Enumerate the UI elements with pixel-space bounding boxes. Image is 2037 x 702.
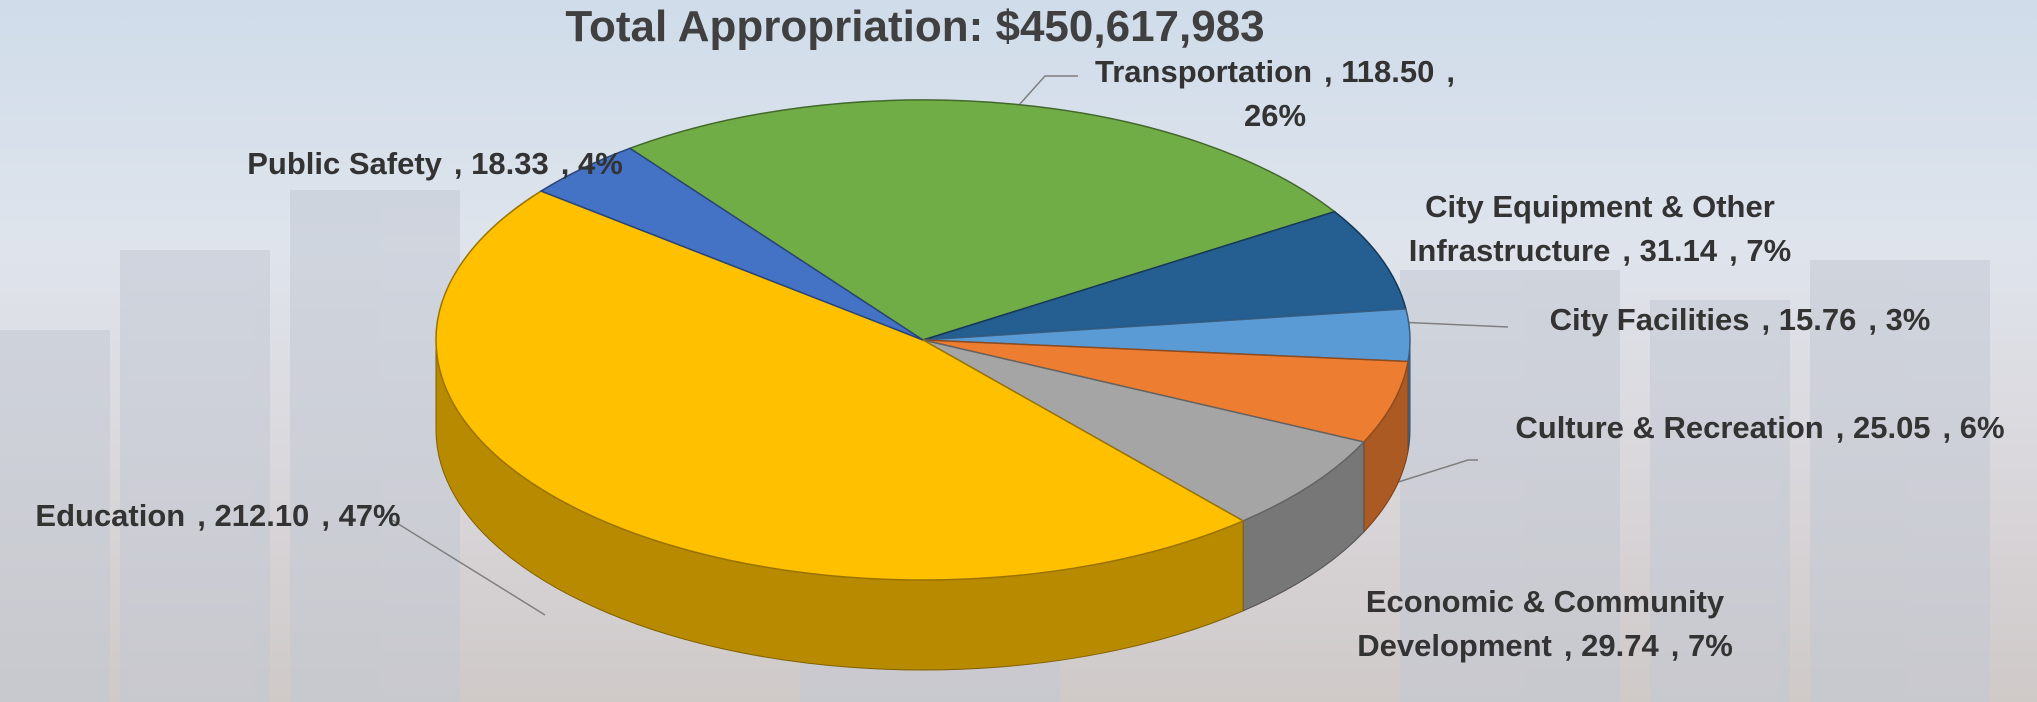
- separator: ,: [1446, 54, 1455, 89]
- chart-title: Total Appropriation: $450,617,983: [565, 2, 1265, 51]
- category-name: Education: [35, 498, 186, 533]
- separator: ,: [1670, 628, 1680, 663]
- data-label: Transportation, 118.50, 26%: [1075, 50, 1475, 138]
- separator: ,: [1761, 302, 1771, 337]
- pie-slice: [922, 210, 1407, 341]
- percent-label: 6%: [1959, 410, 2005, 445]
- separator: ,: [1835, 410, 1845, 445]
- percent-label: 7%: [1687, 628, 1733, 663]
- data-label: Economic & Community Development, 29.74,…: [1335, 580, 1755, 668]
- separator: ,: [1942, 410, 1952, 445]
- category-name: Transportation: [1095, 54, 1313, 89]
- category-name: Economic & Community Development: [1357, 584, 1725, 663]
- data-label: Culture & Recreation, 25.05, 6%: [1490, 406, 2030, 450]
- category-name: Culture & Recreation: [1515, 410, 1824, 445]
- value-label: 212.10: [214, 498, 310, 533]
- category-name: City Equipment & Other Infrastructure: [1408, 189, 1775, 268]
- pie-slice: [539, 147, 924, 341]
- separator: ,: [1324, 54, 1333, 89]
- percent-label: 7%: [1746, 233, 1792, 268]
- data-label: Education, 212.10, 47%: [8, 494, 428, 538]
- percent-label: 26%: [1243, 98, 1307, 133]
- data-label: Public Safety, 18.33, 4%: [225, 142, 645, 186]
- data-label: City Equipment & Other Infrastructure, 3…: [1390, 185, 1810, 273]
- value-label: 118.50: [1341, 54, 1435, 89]
- pie-slice: [922, 339, 1409, 443]
- percent-label: 4%: [577, 146, 623, 181]
- leader-line: [1391, 459, 1478, 485]
- leader-line: [1395, 321, 1509, 328]
- leader-line: [391, 519, 546, 616]
- pie-slice: [922, 339, 1366, 522]
- value-label: 29.74: [1581, 628, 1659, 663]
- separator: ,: [560, 146, 570, 181]
- percent-label: 3%: [1885, 302, 1931, 337]
- separator: ,: [1868, 302, 1877, 337]
- value-label: 25.05: [1852, 410, 1931, 445]
- value-label: 31.14: [1639, 233, 1718, 268]
- value-label: 18.33: [471, 146, 549, 181]
- category-name: City Facilities: [1549, 302, 1750, 337]
- data-label: City Facilities, 15.76, 3%: [1510, 298, 1970, 342]
- separator: ,: [1563, 628, 1573, 663]
- separator: ,: [197, 498, 206, 533]
- pie-tops: [435, 99, 1411, 581]
- separator: ,: [1622, 233, 1631, 268]
- percent-label: 47%: [338, 498, 401, 533]
- separator: ,: [321, 498, 330, 533]
- separator: ,: [453, 146, 463, 181]
- separator: ,: [1729, 233, 1738, 268]
- category-name: Public Safety: [247, 146, 442, 181]
- value-label: 15.76: [1778, 302, 1857, 337]
- pie-slice: [435, 190, 1245, 581]
- pie-slice: [628, 99, 1337, 341]
